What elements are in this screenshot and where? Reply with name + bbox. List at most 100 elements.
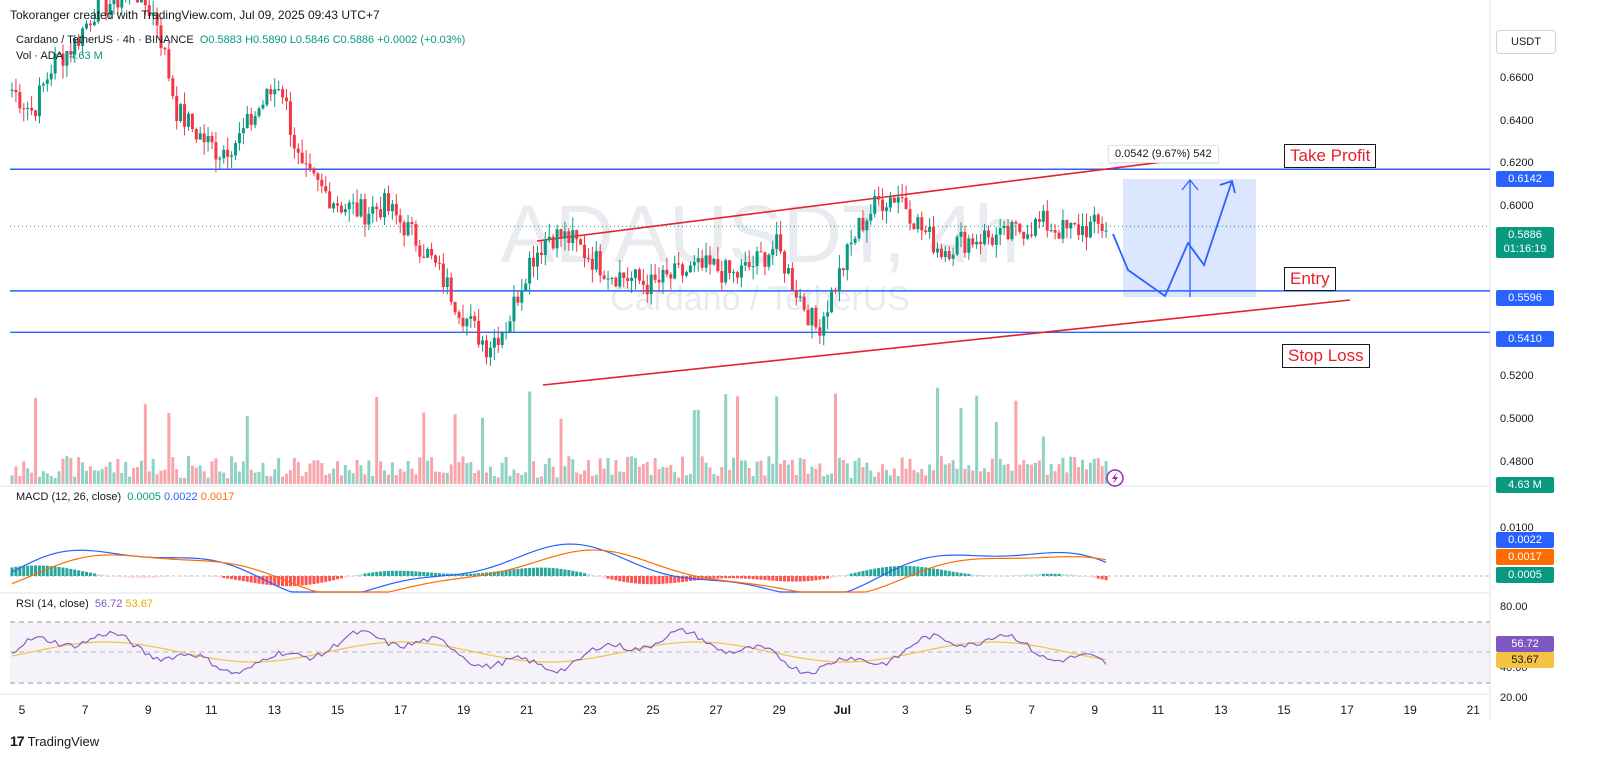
candle-body[interactable] (841, 268, 845, 271)
currency-button[interactable]: USDT (1496, 30, 1556, 54)
candle-body[interactable] (147, 5, 151, 16)
projected-path[interactable] (1112, 180, 1233, 298)
candle-body[interactable] (296, 148, 300, 153)
candle-body[interactable] (186, 113, 190, 127)
candle-body[interactable] (347, 202, 351, 210)
candle-body[interactable] (1002, 226, 1006, 229)
candle-body[interactable] (939, 248, 943, 258)
candle-body[interactable] (579, 239, 583, 245)
candle-body[interactable] (535, 252, 539, 267)
candle-body[interactable] (335, 203, 339, 206)
candle-body[interactable] (814, 307, 818, 328)
candle-body[interactable] (1092, 214, 1096, 222)
candle-body[interactable] (92, 21, 96, 26)
candle-body[interactable] (681, 264, 685, 276)
candle-body[interactable] (786, 268, 790, 274)
candle-body[interactable] (135, 0, 139, 3)
candle-body[interactable] (473, 316, 477, 321)
candle-body[interactable] (657, 279, 661, 283)
candle-body[interactable] (884, 207, 888, 211)
candle-body[interactable] (230, 155, 234, 157)
candle-body[interactable] (190, 113, 194, 130)
stop-loss-label[interactable]: Stop Loss (1282, 344, 1370, 368)
candle-body[interactable] (649, 274, 653, 295)
candle-body[interactable] (688, 265, 692, 273)
candle-body[interactable] (551, 236, 555, 249)
candle-body[interactable] (979, 241, 983, 245)
candle-body[interactable] (555, 229, 559, 249)
candle-body[interactable] (637, 269, 641, 281)
candle-body[interactable] (806, 309, 810, 326)
candle-body[interactable] (430, 248, 434, 256)
candle-body[interactable] (1041, 210, 1045, 222)
candle-body[interactable] (1084, 225, 1088, 238)
candle-body[interactable] (477, 320, 481, 345)
candle-body[interactable] (363, 199, 367, 225)
candle-body[interactable] (14, 89, 18, 93)
candle-body[interactable] (994, 234, 998, 245)
candle-body[interactable] (896, 197, 900, 203)
volume-legend[interactable]: Vol · ADA 4.63 M (16, 50, 103, 62)
candle-body[interactable] (312, 168, 316, 174)
candle-body[interactable] (73, 38, 77, 55)
candle-body[interactable] (496, 337, 500, 345)
candle-body[interactable] (912, 223, 916, 230)
candle-body[interactable] (116, 0, 120, 8)
candle-body[interactable] (684, 272, 688, 276)
candle-body[interactable] (873, 195, 877, 214)
candle-body[interactable] (457, 312, 461, 318)
candle-body[interactable] (830, 289, 834, 313)
candle-body[interactable] (406, 222, 410, 236)
candle-body[interactable] (983, 230, 987, 245)
candle-body[interactable] (653, 274, 657, 280)
candle-body[interactable] (720, 271, 724, 283)
candle-body[interactable] (206, 136, 210, 143)
candle-body[interactable] (892, 197, 896, 203)
candle-body[interactable] (696, 258, 700, 263)
candle-body[interactable] (159, 25, 163, 48)
candle-body[interactable] (308, 163, 312, 169)
candle-body[interactable] (18, 92, 22, 109)
candle-body[interactable] (237, 133, 241, 144)
candle-body[interactable] (888, 197, 892, 208)
candle-body[interactable] (755, 251, 759, 267)
candle-body[interactable] (49, 73, 53, 80)
candle-body[interactable] (665, 269, 669, 275)
candle-body[interactable] (53, 53, 57, 74)
candle-body[interactable] (963, 231, 967, 253)
candle-body[interactable] (108, 4, 112, 15)
candle-body[interactable] (512, 296, 516, 322)
candle-body[interactable] (532, 257, 536, 267)
candle-body[interactable] (645, 284, 649, 295)
candle-body[interactable] (716, 258, 720, 272)
candle-body[interactable] (383, 193, 387, 218)
candle-body[interactable] (273, 89, 277, 95)
candle-body[interactable] (826, 312, 830, 317)
candle-body[interactable] (728, 260, 732, 274)
candle-body[interactable] (1045, 210, 1049, 231)
candle-body[interactable] (904, 197, 908, 210)
candle-body[interactable] (371, 206, 375, 214)
candle-body[interactable] (484, 340, 488, 358)
candle-body[interactable] (1100, 223, 1104, 231)
candle-body[interactable] (959, 231, 963, 237)
candle-body[interactable] (928, 226, 932, 233)
candle-body[interactable] (265, 88, 269, 105)
candle-body[interactable] (626, 278, 630, 281)
last-price-tag[interactable]: 0.5886 01:16:19 (1496, 227, 1554, 258)
candle-body[interactable] (214, 142, 218, 160)
candle-body[interactable] (85, 23, 89, 29)
candle-body[interactable] (304, 163, 308, 165)
candle-body[interactable] (606, 278, 610, 280)
candle-body[interactable] (712, 258, 716, 265)
candle-body[interactable] (1104, 230, 1108, 232)
candle-body[interactable] (285, 97, 288, 102)
candle-body[interactable] (802, 296, 806, 310)
candle-body[interactable] (935, 248, 939, 253)
candle-body[interactable] (143, 0, 147, 6)
candle-body[interactable] (967, 238, 971, 253)
candle-body[interactable] (77, 38, 81, 46)
candle-body[interactable] (732, 272, 736, 274)
candle-body[interactable] (767, 254, 771, 267)
